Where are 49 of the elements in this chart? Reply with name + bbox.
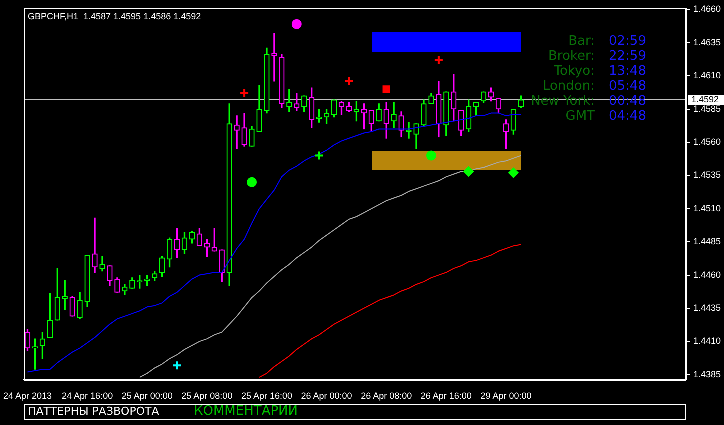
point [314,150,324,161]
point [247,177,258,188]
point [508,168,519,178]
point [240,88,250,98]
x-tick-label: 26 Apr 00:00 [301,391,352,402]
candlestick [234,116,240,150]
x-tick-label: 26 Apr 08:00 [361,391,412,402]
point [344,76,354,86]
x-tick-label: 24 Apr 16:00 [62,391,114,402]
candlestick [272,33,278,82]
text: ПАТТЕРНЫ РАЗВОРОТА [28,405,160,420]
x-tick-label: 25 Apr 00:00 [122,391,173,402]
y-tick-label: 1.4460 [693,270,722,280]
y-tick-label: 1.4585 [693,104,722,114]
text: GMT [566,109,595,124]
text: Tokyo: [554,64,595,79]
x-tick-label: 26 Apr 16:00 [420,391,472,402]
text: 05:48 [609,79,646,94]
point [426,150,436,161]
x-tick-label: 25 Apr 08:00 [182,391,233,402]
text: Bar: [568,34,595,49]
y-tick-label: 1.4410 [693,336,722,346]
y-tick-label: 1.4610 [693,70,722,81]
text: 02:59 [609,34,646,49]
point [464,166,474,177]
y-tick-label: 1.4385 [693,369,722,380]
y-tick-label: 1.4435 [693,302,722,313]
text: London: [542,79,595,94]
y-tick-label: 1.4635 [693,37,722,48]
x-tick-label: 29 Apr 00:00 [480,391,532,402]
y-tick-label: 1.4660 [693,4,722,14]
text: КОММЕНТАРИИ [194,404,298,420]
point [292,19,302,30]
ref-line-label: 1.4592 [691,94,720,105]
x-tick-label: 24 Apr 2013 [3,391,52,402]
y-tick-label: 1.4535 [693,170,722,180]
text: 13:48 [609,64,646,79]
y-tick-label: 1.4560 [693,137,722,147]
text: 04:48 [609,109,646,124]
y-tick-label: 1.4485 [693,236,722,247]
point [172,360,182,371]
text: 22:59 [609,49,646,64]
text: Broker: [548,49,595,64]
point [382,86,390,94]
chart-title: GBPCHF,H1 1.4587 1.4595 1.4586 1.4592 [28,11,202,22]
candlestick [92,218,98,273]
y-tick-label: 1.4510 [693,203,722,214]
x-tick-label: 25 Apr 16:00 [241,391,292,402]
point [434,55,444,66]
